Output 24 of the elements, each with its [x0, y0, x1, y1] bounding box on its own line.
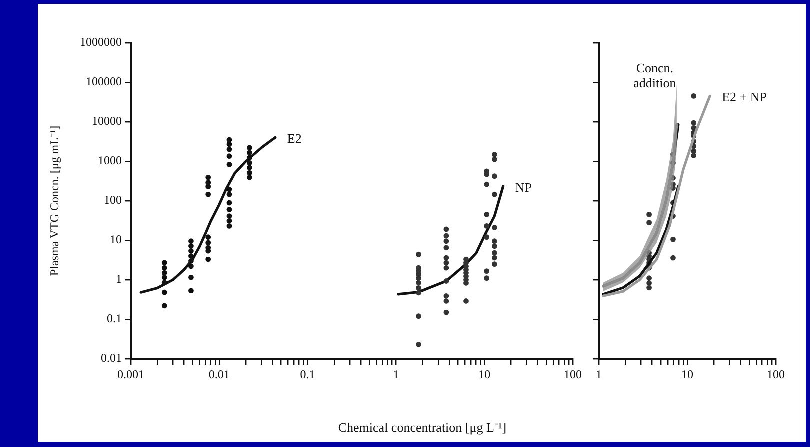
x-tick-label: 1 — [596, 367, 602, 382]
series-label: E2 — [287, 131, 302, 146]
y-tick-label: 10 — [110, 232, 122, 247]
x-tick-label: 1 — [393, 367, 400, 382]
x-tick-label: 10 — [682, 367, 694, 382]
series-label: E2 + NP — [722, 90, 767, 105]
series-label: NP — [515, 180, 532, 195]
y-tick-label: 100 — [104, 193, 122, 208]
y-tick-label: 0.01 — [101, 351, 122, 366]
x-tick-label: 100 — [767, 367, 785, 382]
y-tick-label: 0.1 — [107, 312, 122, 326]
x-tick-label: 0.001 — [118, 367, 144, 382]
y-axis-title: Plasma VTG Concn. [μg mL⁻¹] — [47, 126, 62, 276]
text: Concn. addition — [634, 60, 677, 90]
x-tick-label: 10 — [478, 367, 491, 382]
x-tick-label: 0.1 — [300, 367, 316, 382]
y-tick-label: 1 — [116, 272, 122, 286]
x-axis-title: Chemical concentration [μg L⁻¹] — [337, 419, 508, 436]
y-tick-label: 10000 — [92, 114, 122, 128]
y-tick-label: 100000 — [86, 74, 122, 89]
y-tick-label: 1000 — [98, 154, 122, 168]
x-tick-label: 0.01 — [208, 367, 230, 382]
y-tick-label: 1000000 — [80, 35, 122, 50]
x-tick-label: 100 — [564, 367, 582, 382]
